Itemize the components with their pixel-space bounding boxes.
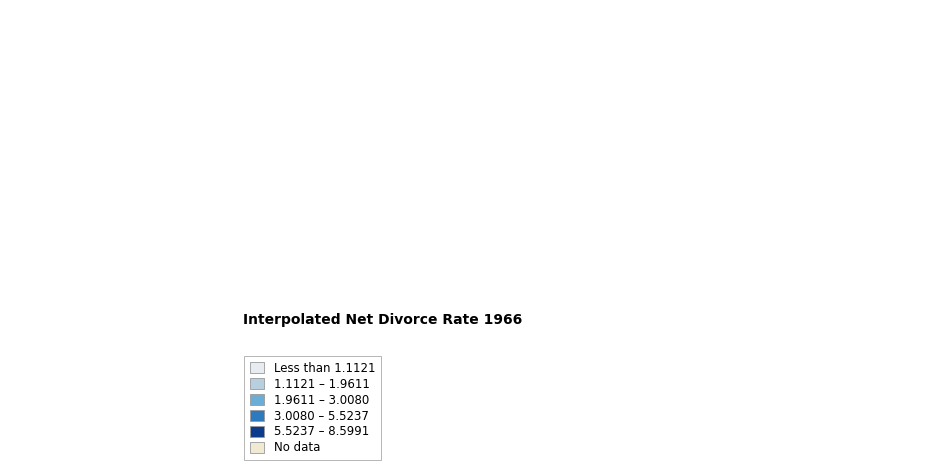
Text: Interpolated Net Divorce Rate 1966: Interpolated Net Divorce Rate 1966 <box>243 313 522 327</box>
Legend: Less than 1.1121, 1.1121 – 1.9611, 1.9611 – 3.0080, 3.0080 – 5.5237, 5.5237 – 8.: Less than 1.1121, 1.1121 – 1.9611, 1.961… <box>244 356 381 460</box>
